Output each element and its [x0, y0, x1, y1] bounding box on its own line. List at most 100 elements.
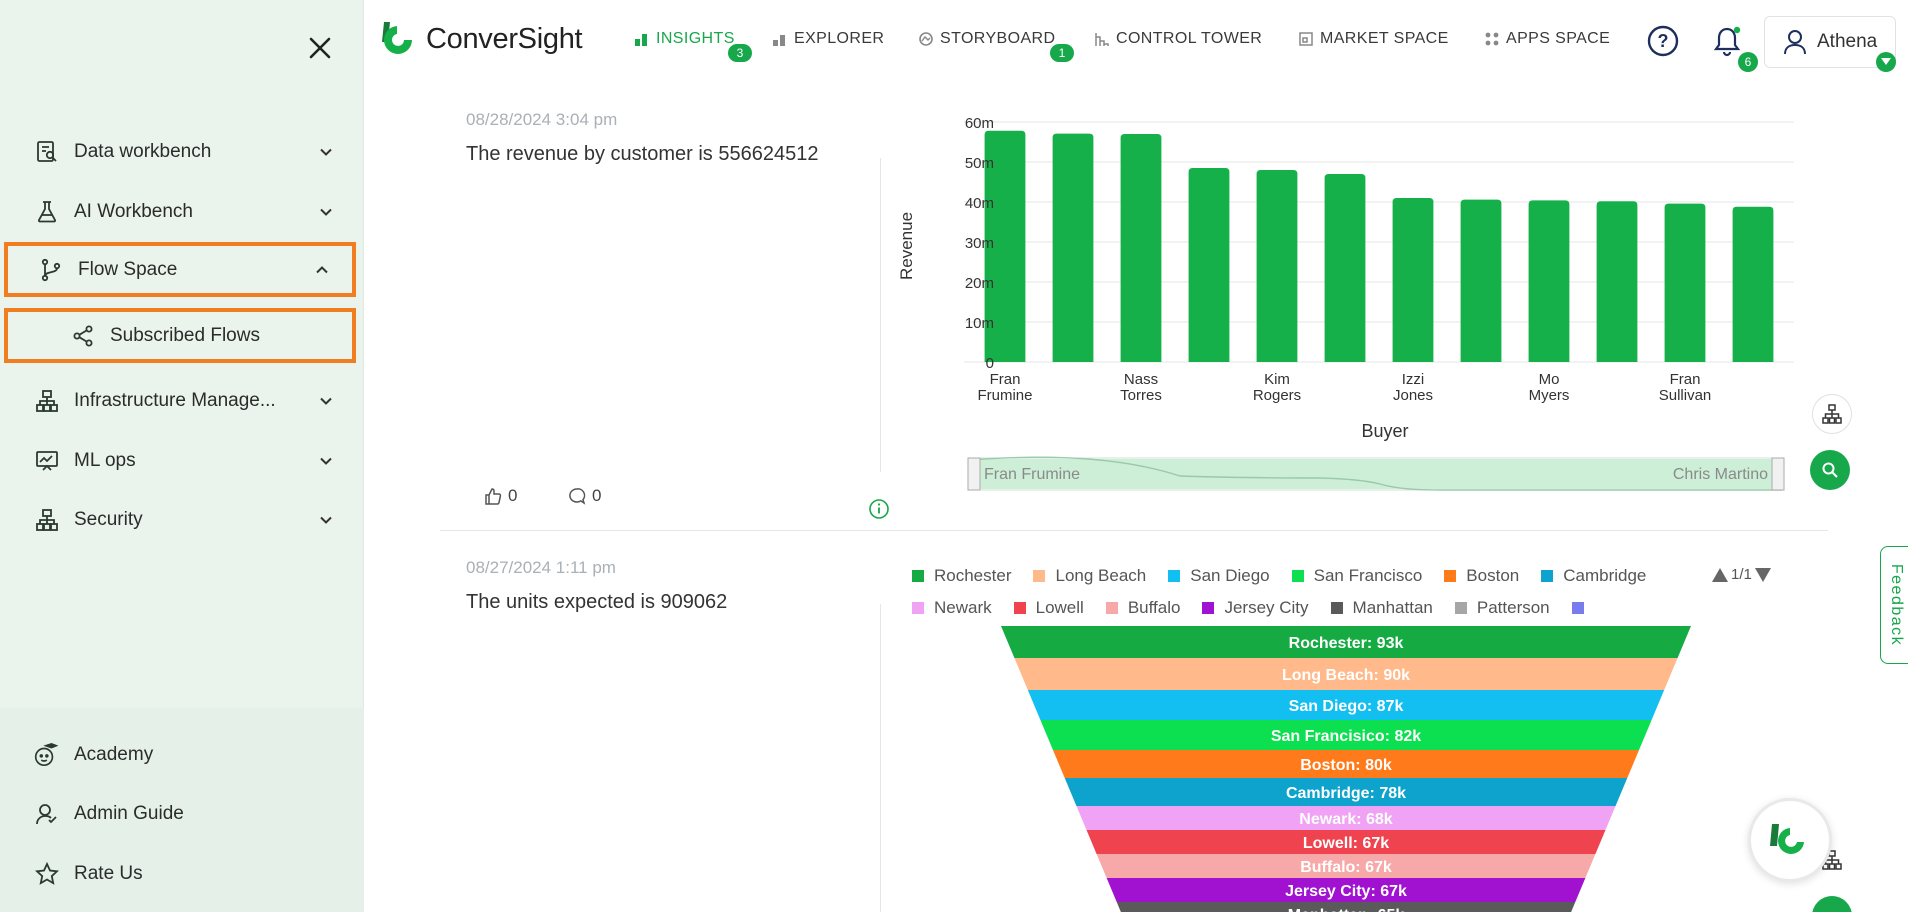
bell-icon	[1713, 26, 1741, 57]
sidebar-item-data-workbench[interactable]: Data workbench	[4, 126, 356, 178]
sidebar-item-admin-guide[interactable]: Admin Guide	[4, 788, 356, 840]
funnel-segment[interactable]	[1086, 830, 1606, 854]
tab-control-tower[interactable]: CONTROL TOWER	[1094, 30, 1262, 48]
funnel-segment[interactable]	[1014, 658, 1678, 690]
sidebar-item-ml-ops[interactable]: ML ops	[4, 435, 356, 487]
info-button[interactable]	[868, 498, 890, 525]
tab-market-space[interactable]: MARKET SPACE	[1298, 30, 1449, 48]
legend-swatch	[1541, 570, 1554, 582]
bar[interactable]	[1188, 168, 1230, 362]
like-button[interactable]: 0	[484, 486, 517, 506]
user-dropdown-button[interactable]	[1876, 52, 1896, 72]
pager-text: 1/1	[1731, 566, 1752, 583]
legend-item[interactable]: San Diego	[1168, 560, 1270, 592]
tab-apps-space[interactable]: APPS SPACE	[1484, 30, 1610, 48]
legend-item[interactable]: San Francisco	[1291, 560, 1422, 592]
bar[interactable]	[1528, 200, 1570, 362]
slider-left-label: Fran Frumine	[984, 466, 1080, 483]
legend-swatch	[1571, 602, 1584, 614]
tab-label: STORYBOARD	[940, 30, 1056, 47]
sidebar-item-label: ML ops	[74, 450, 136, 471]
funnel-segment[interactable]	[1001, 626, 1691, 658]
legend-item[interactable]: Rochester	[912, 560, 1011, 592]
funnel-label: Lowell: 67k	[1303, 835, 1389, 852]
bar[interactable]	[1256, 170, 1298, 362]
legend-item[interactable]: Buffalo	[1105, 592, 1180, 624]
x-tick-label: Torres	[1120, 387, 1162, 404]
sidebar-item-academy[interactable]: Academy	[4, 729, 356, 781]
funnel-label: Cambridge: 78k	[1286, 785, 1406, 802]
slider-handle-left[interactable]	[967, 457, 981, 491]
triangle-down-icon[interactable]	[1754, 567, 1771, 582]
help-button[interactable]: ?	[1646, 24, 1680, 63]
funnel-segment[interactable]	[1064, 778, 1628, 806]
comment-button[interactable]: 0	[568, 486, 601, 506]
bar[interactable]	[1392, 198, 1434, 362]
user-menu[interactable]: Athena	[1764, 16, 1896, 68]
sidebar-item-rate-us[interactable]: Rate Us	[4, 848, 356, 900]
legend-item[interactable]: Manhattan	[1330, 592, 1433, 624]
funnel-segment[interactable]	[1096, 854, 1596, 878]
funnel-segment[interactable]	[1027, 690, 1665, 720]
tab-storyboard[interactable]: STORYBOARD	[918, 30, 1055, 48]
legend-item[interactable]: Jersey City	[1202, 592, 1309, 624]
hierarchy-button[interactable]	[1812, 394, 1852, 434]
sidebar-item-subscribed-flows[interactable]: Subscribed Flows	[4, 308, 356, 363]
legend-swatch	[1291, 570, 1304, 582]
sidebar-item-security[interactable]: Security	[4, 494, 356, 546]
legend-label: Newark	[934, 598, 992, 617]
notifications-button[interactable]	[1712, 26, 1742, 63]
legend-pager[interactable]: 1/1	[1712, 566, 1771, 583]
insights-badge: 3	[728, 44, 752, 62]
star-icon	[34, 861, 60, 887]
funnel-segment[interactable]	[1040, 720, 1652, 750]
legend-item[interactable]: Boston	[1444, 560, 1519, 592]
feedback-tab[interactable]: Feedback	[1880, 546, 1908, 664]
legend-label: San Diego	[1190, 566, 1270, 585]
funnel-label: Boston: 80k	[1300, 757, 1392, 774]
funnel-label: Manhattan: 65k	[1288, 907, 1405, 912]
chatbot-button[interactable]	[1748, 798, 1832, 882]
sidebar-item-label: Admin Guide	[74, 803, 184, 824]
legend-item[interactable]: Cambridge	[1541, 560, 1646, 592]
legend-item[interactable]	[1571, 592, 1594, 624]
apps-grid-icon	[1484, 31, 1500, 47]
bar[interactable]	[1052, 133, 1094, 362]
legend-swatch	[912, 570, 924, 582]
legend-item[interactable]: Lowell	[1013, 592, 1084, 624]
academy-icon	[32, 742, 58, 768]
funnel-segment[interactable]	[1052, 750, 1640, 778]
x-tick-label: Nass	[1124, 371, 1158, 388]
bar[interactable]	[1324, 174, 1366, 362]
range-slider[interactable]: Fran Frumine Chris Martino	[967, 456, 1785, 491]
search-button-2[interactable]	[1812, 896, 1852, 912]
triangle-up-icon[interactable]	[1712, 567, 1728, 582]
help-icon: ?	[1647, 25, 1679, 57]
funnel-segment[interactable]	[1106, 878, 1586, 902]
sidebar-item-ai-workbench[interactable]: AI Workbench	[4, 186, 356, 238]
bar[interactable]	[984, 130, 1026, 362]
legend-item[interactable]: Patterson	[1454, 592, 1550, 624]
slider-handle-right[interactable]	[1771, 457, 1785, 491]
tab-insights[interactable]: INSIGHTS	[634, 30, 735, 48]
bar[interactable]	[1596, 201, 1638, 362]
y-tick-label: 10m	[965, 315, 994, 332]
logo[interactable]: ConverSight	[376, 18, 583, 60]
bar[interactable]	[1732, 206, 1774, 362]
search-button[interactable]	[1810, 450, 1850, 490]
legend-item[interactable]: Newark	[912, 592, 992, 624]
bar[interactable]	[1664, 203, 1706, 362]
x-tick-label: Kim	[1264, 371, 1290, 388]
y-tick-label: 60m	[965, 115, 994, 132]
sidebar-item-infrastructure[interactable]: Infrastructure Manage...	[4, 375, 356, 427]
legend-item[interactable]: Long Beach	[1033, 560, 1146, 592]
funnel-label: San Francisico: 82k	[1271, 728, 1421, 745]
close-sidebar-button[interactable]	[300, 28, 340, 68]
funnel-label: Rochester: 93k	[1289, 635, 1404, 652]
bar[interactable]	[1120, 134, 1162, 362]
bar[interactable]	[1460, 199, 1502, 362]
tab-explorer[interactable]: EXPLORER	[772, 30, 884, 48]
sidebar-item-flow-space[interactable]: Flow Space	[4, 242, 356, 297]
funnel-segment[interactable]	[1076, 806, 1616, 830]
funnel-segment[interactable]	[1116, 902, 1576, 912]
